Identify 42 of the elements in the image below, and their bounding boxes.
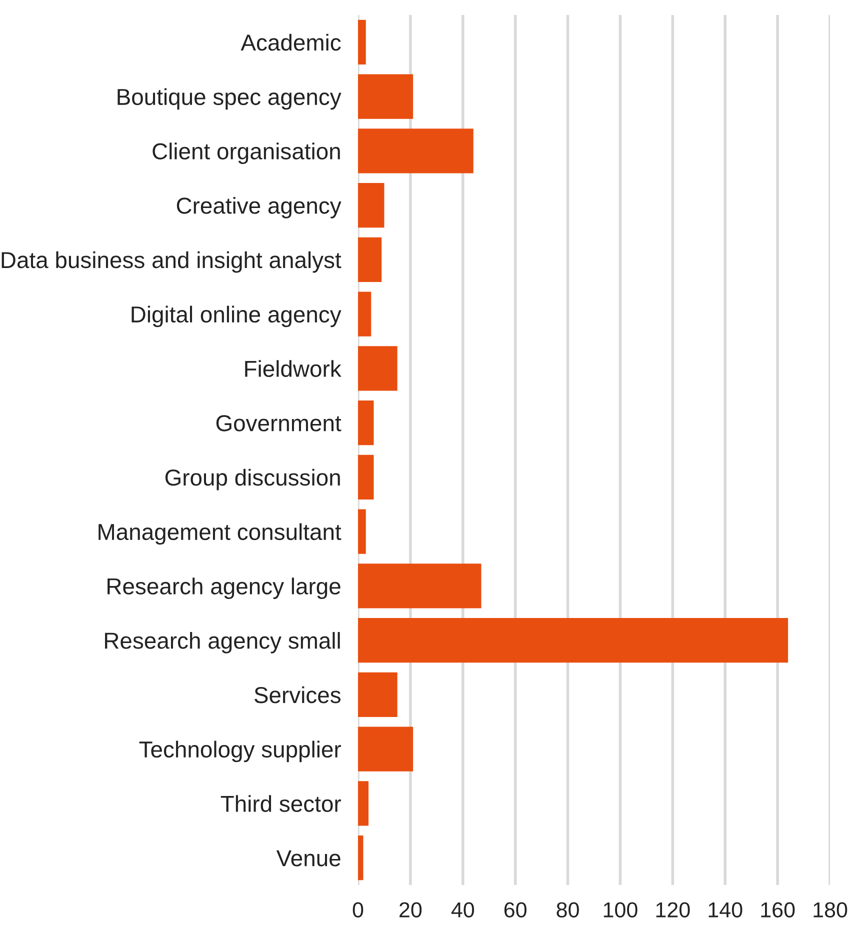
x-tick-label: 140 xyxy=(708,902,742,918)
y-tick-label: Venue xyxy=(276,850,340,866)
bar xyxy=(358,836,364,880)
y-tick-label: Digital online agency xyxy=(132,306,342,328)
y-tick-label: Management consultant xyxy=(98,523,342,545)
y-tick-label: Boutique spec agency xyxy=(118,88,342,110)
bar xyxy=(358,672,398,717)
y-tick-label: Group discussion xyxy=(165,468,340,490)
y-tick-label: Client organisation xyxy=(152,142,340,164)
bar xyxy=(358,509,366,554)
x-tick-label: 60 xyxy=(504,902,526,918)
bar xyxy=(358,781,368,826)
bar xyxy=(358,618,788,663)
y-tick-label: Academic xyxy=(240,34,341,51)
bar xyxy=(358,346,398,391)
x-tick-label: 40 xyxy=(451,902,474,918)
x-tick-label: 160 xyxy=(761,902,795,918)
bar xyxy=(358,292,372,336)
x-tick-label: 0 xyxy=(352,902,364,918)
bar xyxy=(358,726,414,772)
x-tick-label: 20 xyxy=(400,902,422,918)
y-tick-label: Research agency large xyxy=(108,578,340,599)
bar xyxy=(358,400,374,446)
y-tick-label: Third sector xyxy=(220,795,341,812)
bar xyxy=(358,74,414,119)
y-tick-label: Technology supplier xyxy=(139,740,341,762)
x-tick-label: 100 xyxy=(604,902,638,918)
bar xyxy=(358,237,382,282)
y-tick-label: Data business and insight analyst xyxy=(2,251,342,273)
y-tick-label: Government xyxy=(216,415,342,432)
bar xyxy=(358,454,374,500)
y-tick-label: Services xyxy=(254,686,341,704)
bar xyxy=(358,20,366,64)
bar xyxy=(358,128,474,174)
y-tick-label: Research agency small xyxy=(105,632,340,654)
y-tick-label: Fieldwork xyxy=(245,360,342,377)
x-tick-label: 180 xyxy=(814,902,848,918)
x-tick-label: 120 xyxy=(656,902,690,918)
y-tick-label: Creative agency xyxy=(176,197,342,218)
bar xyxy=(358,183,384,228)
x-tick-label: 80 xyxy=(556,902,579,918)
bar xyxy=(358,564,482,608)
